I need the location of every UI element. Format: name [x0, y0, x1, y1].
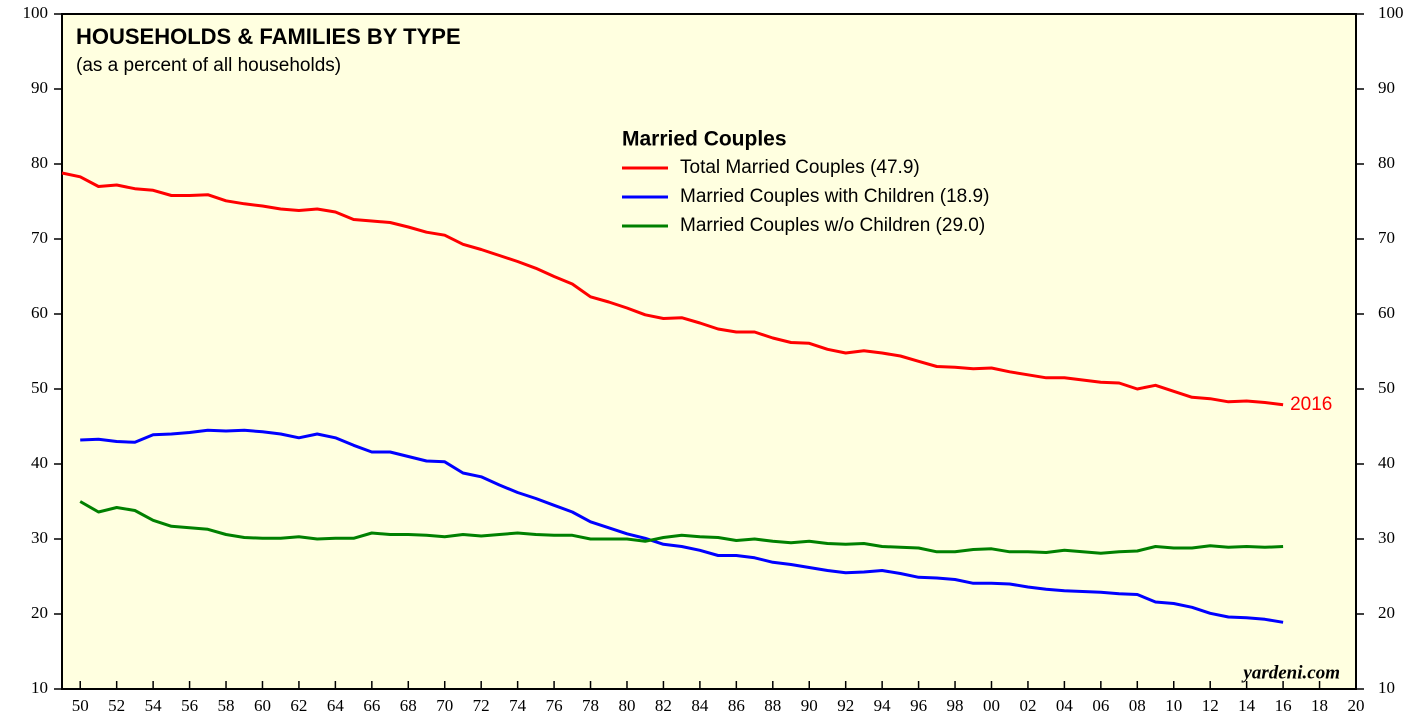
x-tick-label: 20 [1348, 696, 1365, 715]
y-tick-label: 100 [23, 3, 49, 22]
x-tick-label: 90 [801, 696, 818, 715]
x-tick-label: 72 [473, 696, 490, 715]
y2-tick-label: 20 [1378, 603, 1395, 622]
legend-label: Married Couples with Children (18.9) [680, 186, 989, 207]
y2-tick-label: 70 [1378, 228, 1395, 247]
y2-tick-label: 60 [1378, 303, 1395, 322]
y-tick-label: 20 [31, 603, 48, 622]
x-tick-label: 82 [655, 696, 672, 715]
series-line [61, 171, 1284, 407]
plot-area [61, 13, 1357, 690]
annotation: 2016 [1290, 394, 1332, 415]
x-tick-label: 08 [1129, 696, 1146, 715]
x-tick-label: 18 [1311, 696, 1328, 715]
x-tick-label: 52 [108, 696, 125, 715]
x-tick-label: 00 [983, 696, 1000, 715]
y-tick-label: 70 [31, 228, 48, 247]
x-tick-label: 04 [1056, 696, 1074, 715]
y2-tick-label: 40 [1378, 453, 1395, 472]
x-tick-label: 88 [764, 696, 781, 715]
x-tick-label: 56 [181, 696, 198, 715]
x-tick-label: 80 [618, 696, 635, 715]
x-tick-label: 66 [363, 696, 380, 715]
y-tick-label: 80 [31, 153, 48, 172]
x-tick-label: 68 [400, 696, 417, 715]
y-tick-label: 30 [31, 528, 48, 547]
x-tick-label: 12 [1202, 696, 1219, 715]
y2-tick-label: 30 [1378, 528, 1395, 547]
source: yardeni.com [1241, 662, 1340, 683]
x-tick-label: 94 [874, 696, 892, 715]
y2-tick-label: 80 [1378, 153, 1395, 172]
x-tick-label: 78 [582, 696, 599, 715]
x-tick-label: 16 [1275, 696, 1292, 715]
x-tick-label: 50 [72, 696, 89, 715]
y2-tick-label: 100 [1378, 3, 1404, 22]
x-tick-label: 14 [1238, 696, 1256, 715]
y-tick-label: 50 [31, 378, 48, 397]
x-tick-label: 84 [691, 696, 709, 715]
x-tick-label: 10 [1165, 696, 1182, 715]
x-tick-label: 92 [837, 696, 854, 715]
x-tick-label: 86 [728, 696, 745, 715]
chart-title: HOUSEHOLDS & FAMILIES BY TYPE [76, 24, 461, 49]
x-tick-label: 96 [910, 696, 927, 715]
x-tick-label: 62 [290, 696, 307, 715]
x-tick-label: 60 [254, 696, 271, 715]
y-tick-label: 60 [31, 303, 48, 322]
series-line [79, 500, 1284, 555]
x-tick-label: 98 [947, 696, 964, 715]
x-tick-label: 54 [145, 696, 163, 715]
x-tick-label: 58 [218, 696, 235, 715]
y2-tick-label: 50 [1378, 378, 1395, 397]
x-tick-label: 70 [436, 696, 453, 715]
y-tick-label: 90 [31, 78, 48, 97]
y-tick-label: 40 [31, 453, 48, 472]
chart-subtitle: (as a percent of all households) [76, 55, 341, 76]
legend-label: Married Couples w/o Children (29.0) [680, 215, 985, 236]
x-tick-label: 74 [509, 696, 527, 715]
series-line [80, 428, 1284, 624]
y2-tick-label: 10 [1378, 678, 1395, 697]
x-tick-label: 02 [1019, 696, 1036, 715]
x-tick-label: 06 [1092, 696, 1109, 715]
x-tick-label: 76 [546, 696, 563, 715]
legend-label: Total Married Couples (47.9) [680, 157, 920, 178]
x-tick-label: 64 [327, 696, 345, 715]
y-tick-label: 10 [31, 678, 48, 697]
legend-title: Married Couples [622, 128, 787, 151]
y2-tick-label: 90 [1378, 78, 1395, 97]
